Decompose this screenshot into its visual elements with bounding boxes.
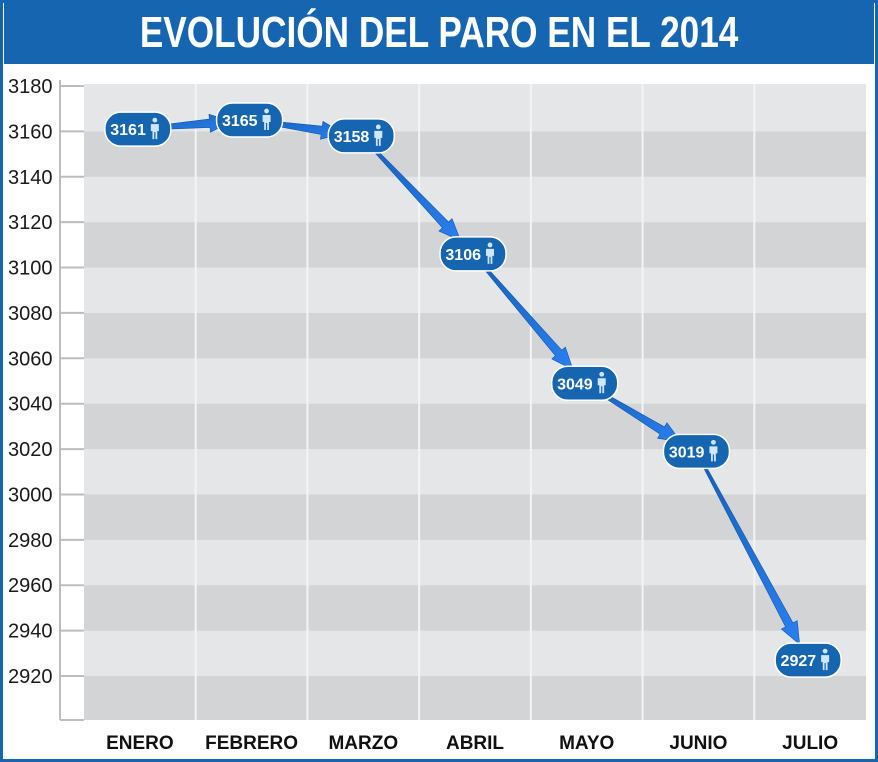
data-label: 3106 [445,247,481,264]
data-point: 2927 [774,642,842,678]
band [84,358,866,404]
y-tick-label: 3000 [8,484,53,506]
person-icon-head [822,648,828,654]
data-label: 3165 [222,113,258,130]
x-tick-label: ENERO [106,733,174,754]
data-point: 3106 [439,236,507,272]
series-arrow-segment [694,450,801,645]
band [84,312,866,359]
data-point: 3161 [104,111,172,147]
person-icon-head [375,124,381,130]
y-axis: 3180 3160 3140 3120 3100 3080 3060 3040 3020 3000… [8,76,84,721]
person-icon-body [262,115,271,131]
x-axis: ENERO FEBRERO MARZO ABRIL MAYO JUNIO JULIO [106,733,838,754]
person-icon-body [374,130,383,146]
x-tick-label: MARZO [328,733,398,754]
y-tick-label: 2920 [8,666,53,688]
y-tick-label: 3100 [8,258,53,280]
band [84,539,866,586]
y-tick-label: 3160 [8,121,53,143]
x-tick-label: JUNIO [669,733,727,754]
background-bands [84,84,866,720]
person-icon [597,371,606,394]
band [84,585,866,631]
person-icon [486,242,494,264]
data-label: 3019 [669,444,705,461]
data-point: 3158 [327,118,396,154]
data-label: 3161 [110,122,146,139]
x-tick-label: ABRIL [446,733,504,754]
band [84,494,866,540]
band [84,131,866,177]
chart-title: EVOLUCIÓN DEL PARO EN EL 2014 [139,8,739,57]
person-icon-body [597,378,606,394]
y-tick-label: 3120 [8,212,53,234]
y-tick-label: 3080 [8,303,53,325]
x-tick-label: FEBRERO [205,733,298,754]
band [84,676,866,720]
person-icon-body [486,248,494,264]
y-tick-label: 2980 [8,530,53,552]
y-tick-label: 2960 [8,575,53,597]
title-bar: EVOLUCIÓN DEL PARO EN EL 2014 [4,2,874,64]
data-labels: 3161 3165 3158 3106 3049 3019 2927 [104,102,842,678]
vertical-gridlines [194,84,756,720]
person-icon-body [150,124,159,140]
person-icon [709,439,718,462]
y-tick-label: 2940 [8,621,53,643]
data-label: 3158 [334,129,370,146]
data-point: 3019 [662,433,731,470]
person-icon [821,648,830,671]
person-icon-head [487,242,493,248]
band [84,267,866,313]
band [84,403,866,450]
y-tick-label: 3060 [8,348,53,370]
person-icon-head [599,371,605,377]
band [84,449,866,495]
y-tick-label: 3140 [8,167,53,189]
person-icon-body [821,655,830,671]
y-tick-label: 3020 [8,439,53,461]
y-tick-label: 3180 [8,76,53,98]
data-point: 3049 [550,365,619,402]
x-tick-label: MAYO [559,733,614,754]
person-icon-head [264,108,269,114]
person-icon-head [711,439,716,445]
band [84,630,866,676]
person-icon-head [152,117,158,123]
x-tick-label: JULIO [782,733,838,754]
data-label: 3049 [557,376,593,393]
person-icon [150,117,159,140]
person-icon [374,124,383,146]
person-icon [262,108,271,131]
data-label: 2927 [781,653,817,670]
data-point: 3165 [215,102,284,138]
y-tick-label: 3040 [8,394,53,416]
band [84,176,866,223]
person-icon-body [709,446,718,462]
